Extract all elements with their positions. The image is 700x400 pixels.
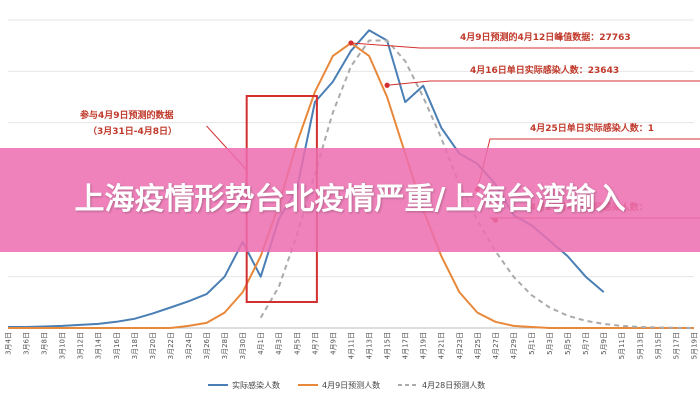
x-tick-label: 4月17日 <box>402 332 410 359</box>
x-tick-label: 4月13日 <box>366 332 374 359</box>
legend: 实际感染人数 4月9日预测人数 4月28日预测人数 <box>208 380 485 390</box>
x-tick-label: 5月11日 <box>618 332 626 359</box>
x-tick-label: 4月19日 <box>420 332 428 359</box>
banner-title: 上海疫情形势台北疫情严重/上海台湾输入 <box>74 182 626 217</box>
title-banner: 上海疫情形势台北疫情严重/上海台湾输入 <box>0 148 700 252</box>
x-tick-label: 3月14日 <box>95 332 103 359</box>
x-tick-label: 4月15日 <box>384 332 392 359</box>
x-tick-label: 5月7日 <box>582 332 590 355</box>
x-tick-label: 4月21日 <box>438 332 446 359</box>
legend-label: 4月9日预测人数 <box>322 380 380 390</box>
x-tick-label: 4月7日 <box>311 332 319 355</box>
x-tick-label: 4月25日 <box>474 332 482 359</box>
x-tick-label: 3月20日 <box>149 332 157 359</box>
x-tick-label: 3月10日 <box>59 332 67 359</box>
annotation-label: 4月9日预测的4月12日峰值数据：27763 <box>460 31 631 43</box>
x-tick-label: 3月28日 <box>221 332 229 359</box>
annotation-label: （3月31日-4月8日） <box>88 126 177 137</box>
x-tick-label: 3月16日 <box>113 332 121 359</box>
x-tick-label: 5月19日 <box>690 332 698 359</box>
annotation-label: 4月16日单日实际感染人数：23643 <box>470 64 619 76</box>
annotation-label: 4月25日单日实际感染人数：1 <box>530 122 654 134</box>
legend-label: 4月28日预测人数 <box>422 380 485 390</box>
x-tick-label: 4月11日 <box>347 332 355 359</box>
x-tick-label: 3月4日 <box>4 332 12 355</box>
legend-label: 实际感染人数 <box>232 380 280 390</box>
x-tick-label: 3月6日 <box>23 332 31 355</box>
x-axis-ticks: 3月4日 3月6日 3月8日 3月10日 3月12日 3月14日 3月16日 3月18日 3月2… <box>4 332 698 359</box>
x-tick-label: 5月15日 <box>654 332 662 359</box>
x-tick-label: 4月29日 <box>510 332 518 359</box>
x-tick-label: 5月9日 <box>600 332 608 355</box>
x-tick-label: 3月24日 <box>185 332 193 359</box>
x-tick-label: 4月5日 <box>293 332 301 355</box>
x-tick-label: 4月27日 <box>492 332 500 359</box>
x-tick-label: 5月5日 <box>564 332 572 355</box>
x-tick-label: 3月12日 <box>77 332 85 359</box>
x-tick-label: 3月26日 <box>203 332 211 359</box>
x-tick-label: 4月9日 <box>329 332 337 355</box>
x-tick-label: 5月17日 <box>672 332 680 359</box>
x-tick-label: 5月3日 <box>546 332 554 355</box>
annotation-leader <box>350 42 700 49</box>
x-tick-label: 4月1日 <box>257 332 265 355</box>
x-tick-label: 5月1日 <box>528 332 536 355</box>
x-tick-label: 4月23日 <box>456 332 464 359</box>
x-tick-label: 3月8日 <box>41 332 49 355</box>
annotation-leader <box>387 80 700 86</box>
series-line-3 <box>259 39 695 329</box>
x-tick-label: 3月22日 <box>167 332 175 359</box>
x-tick-label: 5月13日 <box>636 332 644 359</box>
x-tick-label: 3月18日 <box>131 332 139 359</box>
x-tick-label: 3月30日 <box>239 332 247 359</box>
annotation-label: 参与4月9日预测的数据 <box>80 109 174 121</box>
x-tick-label: 4月3日 <box>275 332 283 355</box>
